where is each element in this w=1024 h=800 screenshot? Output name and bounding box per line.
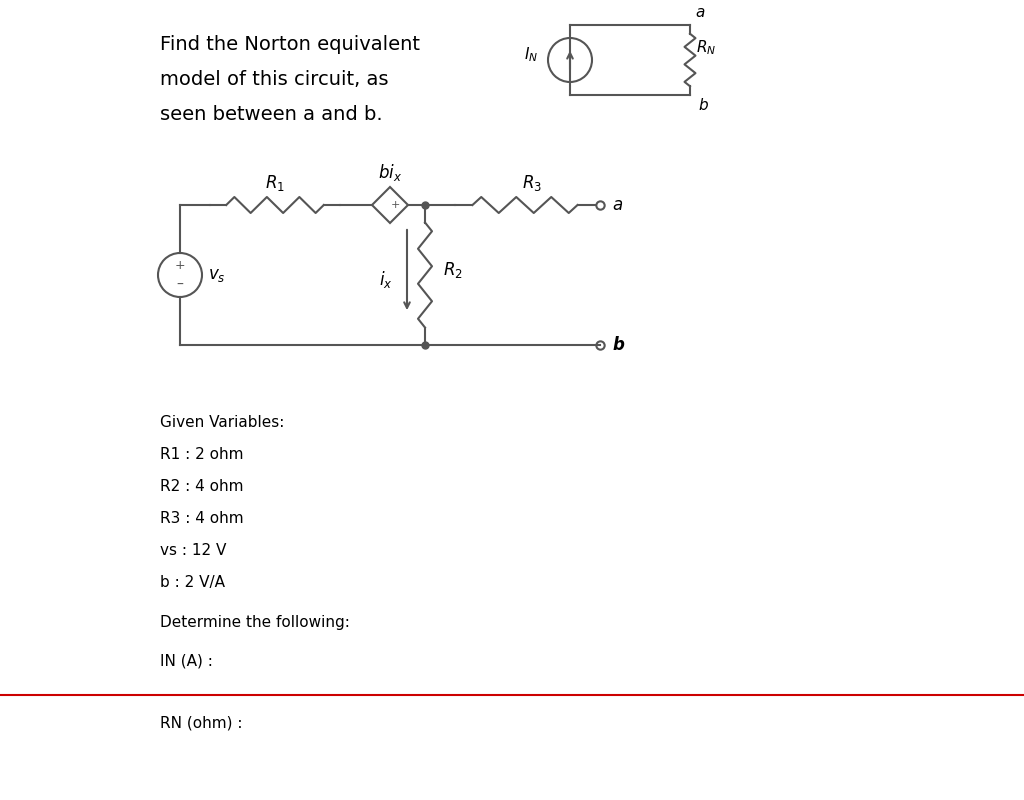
Text: $i_x$: $i_x$ [380, 270, 393, 290]
Text: Find the Norton equivalent: Find the Norton equivalent [160, 35, 420, 54]
Text: R2 : 4 ohm: R2 : 4 ohm [160, 479, 244, 494]
Text: $bi_x$: $bi_x$ [378, 162, 402, 183]
Text: a: a [695, 5, 705, 20]
Text: +: + [391, 200, 400, 210]
Text: IN (A) :: IN (A) : [160, 654, 213, 669]
Text: Determine the following:: Determine the following: [160, 615, 350, 630]
Text: R3 : 4 ohm: R3 : 4 ohm [160, 511, 244, 526]
Text: $R_N$: $R_N$ [696, 38, 716, 58]
Text: a: a [612, 196, 623, 214]
Text: Given Variables:: Given Variables: [160, 415, 285, 430]
Text: RN (ohm) :: RN (ohm) : [160, 715, 243, 730]
Text: $R_3$: $R_3$ [522, 173, 543, 193]
Text: $v_s$: $v_s$ [208, 266, 225, 284]
Text: –: – [176, 278, 183, 292]
Text: b : 2 V/A: b : 2 V/A [160, 575, 225, 590]
Text: model of this circuit, as: model of this circuit, as [160, 70, 388, 89]
Text: b: b [612, 336, 624, 354]
Text: R1 : 2 ohm: R1 : 2 ohm [160, 447, 244, 462]
Text: $I_N$: $I_N$ [524, 46, 538, 64]
Text: b: b [698, 98, 708, 113]
Text: $R_2$: $R_2$ [443, 260, 463, 280]
Text: $R_1$: $R_1$ [265, 173, 285, 193]
Text: seen between a and b.: seen between a and b. [160, 105, 383, 124]
Text: vs : 12 V: vs : 12 V [160, 543, 226, 558]
Text: +: + [175, 258, 185, 272]
